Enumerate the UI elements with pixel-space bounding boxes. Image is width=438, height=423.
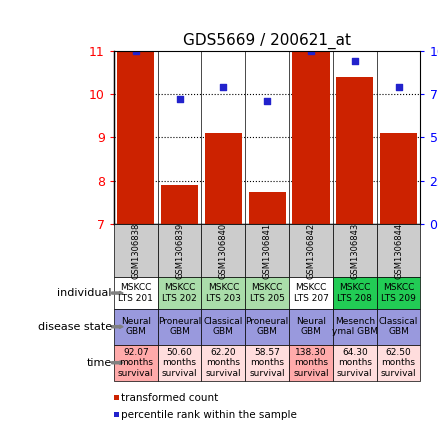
Bar	[336, 77, 373, 224]
Text: MSKCC
LTS 208: MSKCC LTS 208	[337, 283, 372, 303]
Text: MSKCC
LTS 207: MSKCC LTS 207	[293, 283, 328, 303]
Text: MSKCC
LTS 205: MSKCC LTS 205	[250, 283, 285, 303]
Bar	[380, 133, 417, 224]
Point	[351, 58, 358, 65]
Bar	[293, 51, 329, 224]
Bar	[161, 185, 198, 224]
Text: MSKCC
LTS 202: MSKCC LTS 202	[162, 283, 197, 303]
Text: Mesench
ymal GBM: Mesench ymal GBM	[332, 317, 378, 336]
Text: MSKCC
LTS 209: MSKCC LTS 209	[381, 283, 416, 303]
Text: GSM1306840: GSM1306840	[219, 223, 228, 279]
Text: time: time	[86, 358, 112, 368]
Point	[395, 84, 402, 91]
Text: Classical
GBM: Classical GBM	[204, 317, 243, 336]
Text: GSM1306842: GSM1306842	[307, 223, 315, 279]
Text: 64.30
months
survival: 64.30 months survival	[337, 348, 373, 378]
Text: Neural
GBM: Neural GBM	[121, 317, 151, 336]
Text: 62.20
months
survival: 62.20 months survival	[205, 348, 241, 378]
Text: Proneural
GBM: Proneural GBM	[158, 317, 201, 336]
Bar	[117, 51, 154, 224]
Text: GSM1306843: GSM1306843	[350, 222, 359, 279]
Text: Neural
GBM: Neural GBM	[296, 317, 326, 336]
Point	[264, 98, 271, 104]
Text: transformed count: transformed count	[121, 393, 219, 403]
Text: GSM1306841: GSM1306841	[263, 223, 272, 279]
Text: 58.57
months
survival: 58.57 months survival	[249, 348, 285, 378]
Point	[132, 47, 139, 54]
Text: percentile rank within the sample: percentile rank within the sample	[121, 409, 297, 420]
Bar	[205, 133, 242, 224]
Text: GSM1306838: GSM1306838	[131, 222, 140, 279]
Text: MSKCC
LTS 201: MSKCC LTS 201	[118, 283, 153, 303]
Point	[307, 47, 314, 54]
Title: GDS5669 / 200621_at: GDS5669 / 200621_at	[183, 33, 351, 49]
Text: Classical
GBM: Classical GBM	[379, 317, 418, 336]
Text: 138.30
months
survival: 138.30 months survival	[293, 348, 329, 378]
Text: 62.50
months
survival: 62.50 months survival	[381, 348, 417, 378]
Text: 92.07
months
survival: 92.07 months survival	[118, 348, 154, 378]
Text: MSKCC
LTS 203: MSKCC LTS 203	[206, 283, 241, 303]
Text: disease state: disease state	[38, 322, 112, 332]
Text: GSM1306844: GSM1306844	[394, 223, 403, 279]
Point	[220, 84, 227, 91]
Bar	[249, 192, 286, 224]
Text: GSM1306839: GSM1306839	[175, 222, 184, 279]
Point	[176, 96, 183, 103]
Text: individual: individual	[57, 288, 112, 298]
Text: 50.60
months
survival: 50.60 months survival	[162, 348, 198, 378]
Text: Proneural
GBM: Proneural GBM	[246, 317, 289, 336]
